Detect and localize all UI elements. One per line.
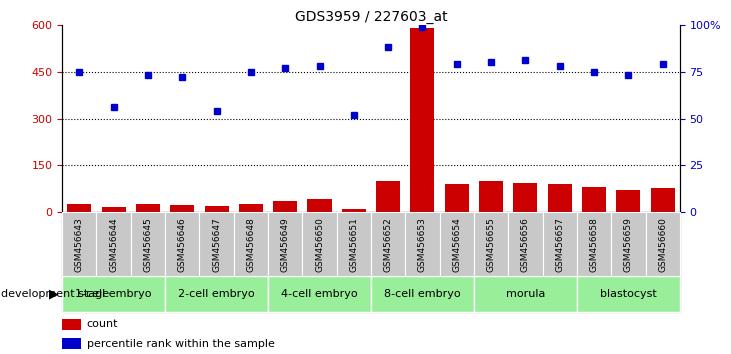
Bar [410, 28, 434, 212]
Bar [96, 212, 131, 276]
Text: GSM456644: GSM456644 [109, 217, 118, 272]
Bar [62, 319, 80, 330]
Bar [67, 204, 91, 212]
Text: GSM456650: GSM456650 [315, 217, 324, 272]
Bar [62, 276, 165, 312]
Text: GSM456657: GSM456657 [556, 217, 564, 272]
Bar [371, 212, 405, 276]
Bar [62, 338, 80, 349]
Text: GSM456658: GSM456658 [589, 217, 599, 272]
Bar [268, 276, 371, 312]
Text: 4-cell embryo: 4-cell embryo [281, 289, 357, 299]
Bar [645, 212, 680, 276]
Bar [136, 204, 160, 212]
Bar [376, 181, 400, 212]
Text: GSM456655: GSM456655 [487, 217, 496, 272]
Bar [439, 212, 474, 276]
Bar [62, 212, 96, 276]
Bar [611, 212, 645, 276]
Text: GSM456647: GSM456647 [212, 217, 221, 272]
Bar [102, 207, 126, 212]
Bar [371, 276, 474, 312]
Bar [205, 206, 229, 212]
Bar [200, 212, 234, 276]
Text: 2-cell embryo: 2-cell embryo [178, 289, 255, 299]
Text: 1-cell embryo: 1-cell embryo [75, 289, 152, 299]
Bar [508, 212, 542, 276]
Text: GSM456653: GSM456653 [418, 217, 427, 272]
Bar [131, 212, 165, 276]
Bar [651, 188, 675, 212]
Bar [577, 276, 680, 312]
Bar [165, 212, 200, 276]
Text: count: count [87, 319, 118, 330]
Text: percentile rank within the sample: percentile rank within the sample [87, 339, 275, 349]
Bar [474, 212, 508, 276]
Text: GSM456648: GSM456648 [246, 217, 255, 272]
Bar [234, 212, 268, 276]
Bar [474, 276, 577, 312]
Bar [405, 212, 439, 276]
Bar [542, 212, 577, 276]
Bar [616, 190, 640, 212]
Text: 8-cell embryo: 8-cell embryo [385, 289, 461, 299]
Bar [582, 187, 606, 212]
Bar [479, 181, 503, 212]
Bar [165, 276, 268, 312]
Text: GSM456659: GSM456659 [624, 217, 633, 272]
Bar [170, 205, 194, 212]
Title: GDS3959 / 227603_at: GDS3959 / 227603_at [295, 10, 447, 24]
Bar [268, 212, 303, 276]
Bar [444, 184, 469, 212]
Text: GSM456660: GSM456660 [658, 217, 667, 272]
Text: GSM456654: GSM456654 [452, 217, 461, 272]
Bar [548, 184, 572, 212]
Bar [239, 204, 263, 212]
Text: GSM456646: GSM456646 [178, 217, 186, 272]
Bar [577, 212, 611, 276]
Bar [273, 200, 298, 212]
Text: GSM456651: GSM456651 [349, 217, 358, 272]
Bar [308, 199, 332, 212]
Bar [513, 183, 537, 212]
Text: ▶: ▶ [49, 287, 58, 300]
Text: GSM456643: GSM456643 [75, 217, 84, 272]
Text: GSM456652: GSM456652 [384, 217, 393, 272]
Text: blastocyst: blastocyst [600, 289, 656, 299]
Bar [303, 212, 337, 276]
Bar [337, 212, 371, 276]
Text: development stage: development stage [1, 289, 109, 299]
Text: GSM456649: GSM456649 [281, 217, 289, 272]
Bar [342, 209, 366, 212]
Text: morula: morula [506, 289, 545, 299]
Text: GSM456645: GSM456645 [143, 217, 153, 272]
Text: GSM456656: GSM456656 [521, 217, 530, 272]
